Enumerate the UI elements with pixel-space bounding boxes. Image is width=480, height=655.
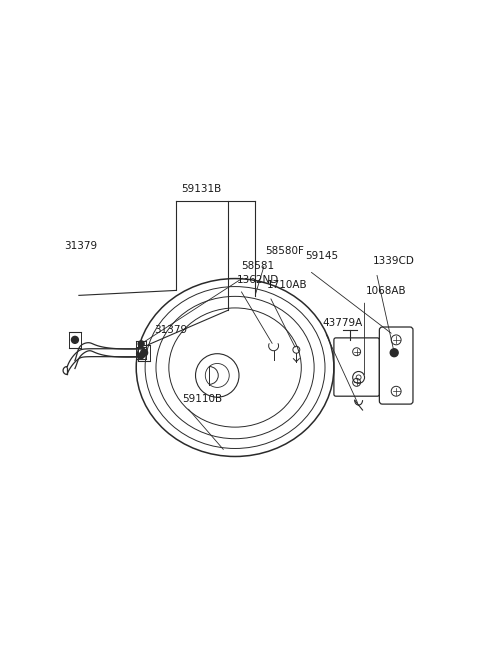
Text: 59145: 59145: [305, 251, 338, 261]
Text: 1710AB: 1710AB: [267, 280, 307, 290]
Text: 59110B: 59110B: [183, 394, 223, 404]
Text: 1362ND: 1362ND: [237, 274, 279, 284]
Circle shape: [72, 337, 78, 343]
Text: 31379: 31379: [64, 241, 97, 251]
Circle shape: [138, 341, 144, 346]
Circle shape: [138, 352, 144, 359]
Text: 1068AB: 1068AB: [366, 286, 406, 296]
Circle shape: [390, 348, 398, 357]
Text: 58581: 58581: [241, 261, 274, 271]
Text: 43779A: 43779A: [322, 318, 362, 328]
Text: 31379: 31379: [154, 325, 187, 335]
Circle shape: [141, 349, 147, 356]
Text: 59131B: 59131B: [180, 183, 221, 194]
Text: 1339CD: 1339CD: [372, 255, 414, 266]
Text: 58580F: 58580F: [264, 246, 303, 256]
